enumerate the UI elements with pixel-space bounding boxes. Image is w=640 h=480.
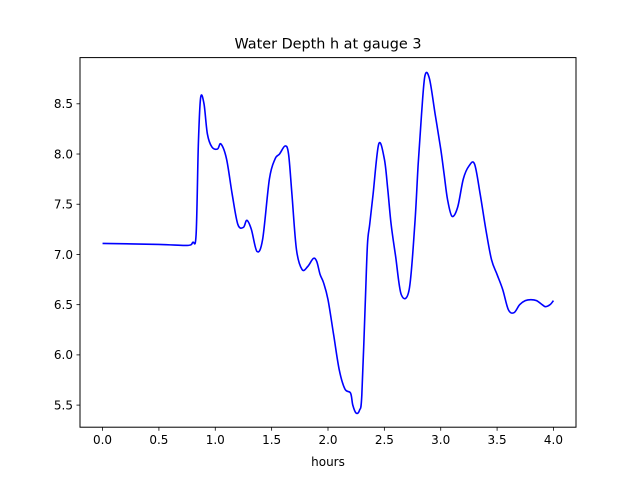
y-tick-label: 7.0 — [54, 248, 73, 262]
x-tick-label: 0.5 — [149, 433, 168, 447]
chart-title: Water Depth h at gauge 3 — [234, 37, 421, 53]
y-tick-label: 5.5 — [54, 398, 73, 412]
x-tick-label: 1.5 — [262, 433, 281, 447]
y-axis: 5.5 6.0 6.5 7.0 7.5 8.0 8.5 — [54, 97, 80, 412]
plot-area — [102, 71, 555, 415]
y-tick-label: 6.0 — [54, 348, 73, 362]
x-axis-label: hours — [311, 455, 345, 469]
x-tick-label: 3.5 — [488, 433, 507, 447]
y-tick-label: 6.5 — [54, 298, 73, 312]
y-tick-label: 8.5 — [54, 97, 73, 111]
x-tick-label: 2.5 — [375, 433, 394, 447]
x-axis: 0.0 0.5 1.0 1.5 2.0 2.5 3.0 3.5 4.0 — [93, 427, 563, 447]
x-tick-label: 1.0 — [206, 433, 225, 447]
y-tick-label: 7.5 — [54, 198, 73, 212]
x-tick-label: 0.0 — [93, 433, 112, 447]
x-tick-label: 2.0 — [318, 433, 337, 447]
x-tick-label: 4.0 — [544, 433, 563, 447]
plot-frame — [79, 57, 577, 428]
y-tick-label: 8.0 — [54, 147, 73, 161]
series-line-water-depth — [102, 71, 555, 415]
x-tick-label: 3.0 — [431, 433, 450, 447]
